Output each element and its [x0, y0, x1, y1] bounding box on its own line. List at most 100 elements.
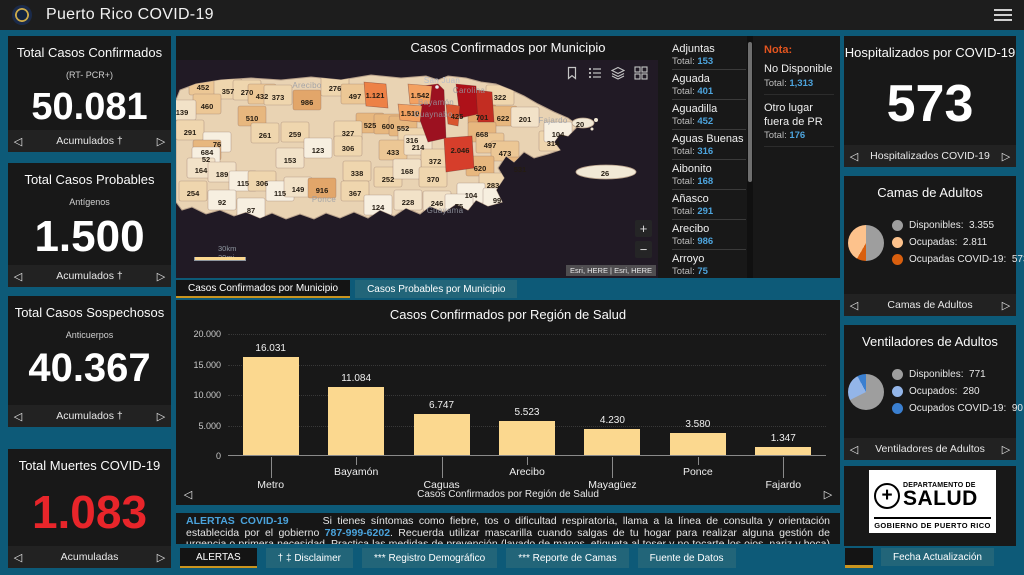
nav-right-arrow[interactable]: ▷ — [151, 270, 171, 283]
map-city-label: Guaynabo — [413, 110, 453, 119]
muni-list-item[interactable]: Aibonito Total: 168 — [672, 160, 746, 190]
map-value-label: 433 — [387, 148, 400, 157]
x-axis-label-ponce: Ponce — [683, 466, 713, 478]
bar-value-label: 11.084 — [341, 373, 371, 384]
scrollbar-thumb[interactable] — [748, 42, 752, 182]
map-value-label: 276 — [329, 84, 342, 93]
stat-card-value: 40.367 — [8, 348, 171, 388]
chart-nav-right-arrow[interactable]: ▷ — [816, 488, 840, 501]
map-value-label: 252 — [382, 175, 395, 184]
adult-ventilators-card: Ventiladores de Adultos Disponibles: 771… — [844, 325, 1016, 460]
hospitalized-nav: ◁ Hospitalizados COVID-19 ▷ — [844, 145, 1016, 167]
nav-right-arrow[interactable]: ▷ — [151, 135, 171, 148]
nav-right-arrow[interactable]: ▷ — [996, 443, 1016, 456]
adult-ventilators-nav-label: Ventiladores de Adultos — [864, 443, 996, 455]
adult-beds-nav: ◁ Camas de Adultos ▷ — [844, 294, 1016, 316]
map-value-label: 338 — [351, 169, 364, 178]
chart-nav-left-arrow[interactable]: ◁ — [176, 488, 200, 501]
map-value-label: 164 — [195, 166, 208, 175]
bar-metro[interactable] — [243, 357, 299, 455]
map-value-label: 92 — [218, 198, 226, 207]
map-toolbar — [565, 66, 648, 80]
y-axis-tick: 5.000 — [198, 421, 228, 431]
muni-list-item[interactable]: Adjuntas Total: 153 — [672, 40, 746, 70]
bar-caguas[interactable] — [414, 414, 470, 455]
muni-total: Total: 153 — [672, 56, 746, 67]
bottom-tab-bar: ALERTAS † ‡ Disclaimer *** Registro Demogr… — [180, 548, 736, 568]
map-value-label: 473 — [499, 149, 512, 158]
nav-right-arrow[interactable]: ▷ — [996, 299, 1016, 312]
muni-list-item[interactable]: Aguada Total: 401 — [672, 70, 746, 100]
tab--registro-demogr-fico[interactable]: *** Registro Demográfico — [362, 548, 497, 568]
adult-ventilators-nav: ◁ Ventiladores de Adultos ▷ — [844, 438, 1016, 460]
map-value-label: 153 — [284, 156, 297, 165]
tab-alertas[interactable]: ALERTAS — [180, 548, 257, 568]
municipality-list[interactable]: Adjuntas Total: 153Aguada Total: 401Agua… — [660, 36, 746, 278]
muni-list-item[interactable]: Arecibo Total: 986 — [672, 220, 746, 250]
hamburger-menu-icon[interactable] — [994, 9, 1012, 21]
nav-left-arrow[interactable]: ◁ — [844, 299, 864, 312]
tab-fuente-de-datos[interactable]: Fuente de Datos — [638, 548, 736, 568]
map-value-label: 254 — [187, 189, 200, 198]
map-value-label: 531 — [514, 165, 527, 174]
nav-right-arrow[interactable]: ▷ — [151, 410, 171, 423]
page-title: Puerto Rico COVID-19 — [46, 6, 214, 24]
puerto-rico-seal-logo — [12, 5, 32, 25]
tab--reporte-de-camas[interactable]: *** Reporte de Camas — [506, 548, 628, 568]
muni-total: Total: 75 — [672, 266, 746, 277]
tab-fecha-actualizacion[interactable]: Fecha Actualización — [881, 548, 994, 566]
map-value-label: 270 — [241, 88, 254, 97]
stat-card-nav: ◁ Acumulados † ▷ — [8, 130, 171, 152]
legend-dot — [892, 237, 903, 248]
adult-beds-nav-label: Camas de Adultos — [864, 299, 996, 311]
muni-name: Añasco — [672, 193, 746, 205]
nav-left-arrow[interactable]: ◁ — [8, 135, 28, 148]
alerts-title: ALERTAS COVID-19 — [186, 515, 289, 527]
stat-card-nav: ◁ Acumulados † ▷ — [8, 405, 171, 427]
map-value-label: 668 — [476, 130, 489, 139]
map-city-label: Carolina — [453, 86, 485, 95]
zoom-out-button[interactable]: − — [635, 241, 652, 258]
bar-bayamón[interactable] — [328, 387, 384, 455]
municipality-map[interactable]: 4523572704323739862764971.1211.542322460… — [176, 60, 658, 278]
bar-value-label: 3.580 — [685, 419, 710, 430]
nav-right-arrow[interactable]: ▷ — [996, 150, 1016, 163]
tab-casos-confirmados-por-municipio[interactable]: Casos Confirmados por Municipio — [176, 280, 350, 298]
chart-title: Casos Confirmados por Región de Salud — [176, 300, 840, 324]
bar-arecibo[interactable] — [499, 421, 555, 455]
municipality-list-scrollbar[interactable] — [747, 36, 753, 278]
muni-list-item[interactable]: Aguadilla Total: 452 — [672, 100, 746, 130]
muni-list-item[interactable]: Aguas Buenas Total: 316 — [672, 130, 746, 160]
muni-list-item[interactable]: Añasco Total: 291 — [672, 190, 746, 220]
muni-list-item[interactable]: Arroyo Total: 75 — [672, 250, 746, 278]
bookmark-icon[interactable] — [565, 66, 579, 80]
layers-icon[interactable] — [611, 66, 625, 80]
nav-left-arrow[interactable]: ◁ — [8, 551, 28, 564]
map-value-label: 201 — [519, 115, 532, 124]
bar-ponce[interactable] — [670, 433, 726, 455]
zoom-in-button[interactable]: + — [635, 220, 652, 237]
bar-fajardo[interactable] — [755, 447, 811, 455]
legend-row: Ocupados: 280 — [892, 386, 1023, 397]
alert-phone[interactable]: 787-999-6202 — [325, 527, 390, 539]
map-value-label: 99 — [493, 196, 501, 205]
legend-list-icon[interactable] — [588, 66, 602, 80]
active-stub-tab[interactable] — [845, 548, 873, 568]
nav-left-arrow[interactable]: ◁ — [844, 150, 864, 163]
nav-left-arrow[interactable]: ◁ — [8, 270, 28, 283]
y-axis-tick: 15.000 — [193, 360, 228, 370]
tab--disclaimer[interactable]: † ‡ Disclaimer — [266, 548, 353, 568]
map-tab-bar: Casos Confirmados por Municipio Casos Pro… — [176, 280, 840, 298]
nav-right-arrow[interactable]: ▷ — [151, 551, 171, 564]
tab-casos-probables-por-municipio[interactable]: Casos Probables por Municipio — [355, 280, 517, 298]
nav-left-arrow[interactable]: ◁ — [844, 443, 864, 456]
legend-text: Ocupadas COVID-19: 573 — [909, 254, 1024, 265]
bar-mayagüez[interactable] — [584, 429, 640, 455]
nav-left-arrow[interactable]: ◁ — [8, 410, 28, 423]
nota-name: No Disponible — [764, 63, 834, 77]
stat-card-nav: ◁ Acumulados † ▷ — [8, 265, 171, 287]
choropleth-map-svg[interactable]: 4523572704323739862764971.1211.542322460… — [176, 60, 658, 278]
bar-value-label: 6.747 — [429, 400, 454, 411]
basemap-gallery-icon[interactable] — [634, 66, 648, 80]
map-city-label: Fajardo — [538, 116, 567, 125]
